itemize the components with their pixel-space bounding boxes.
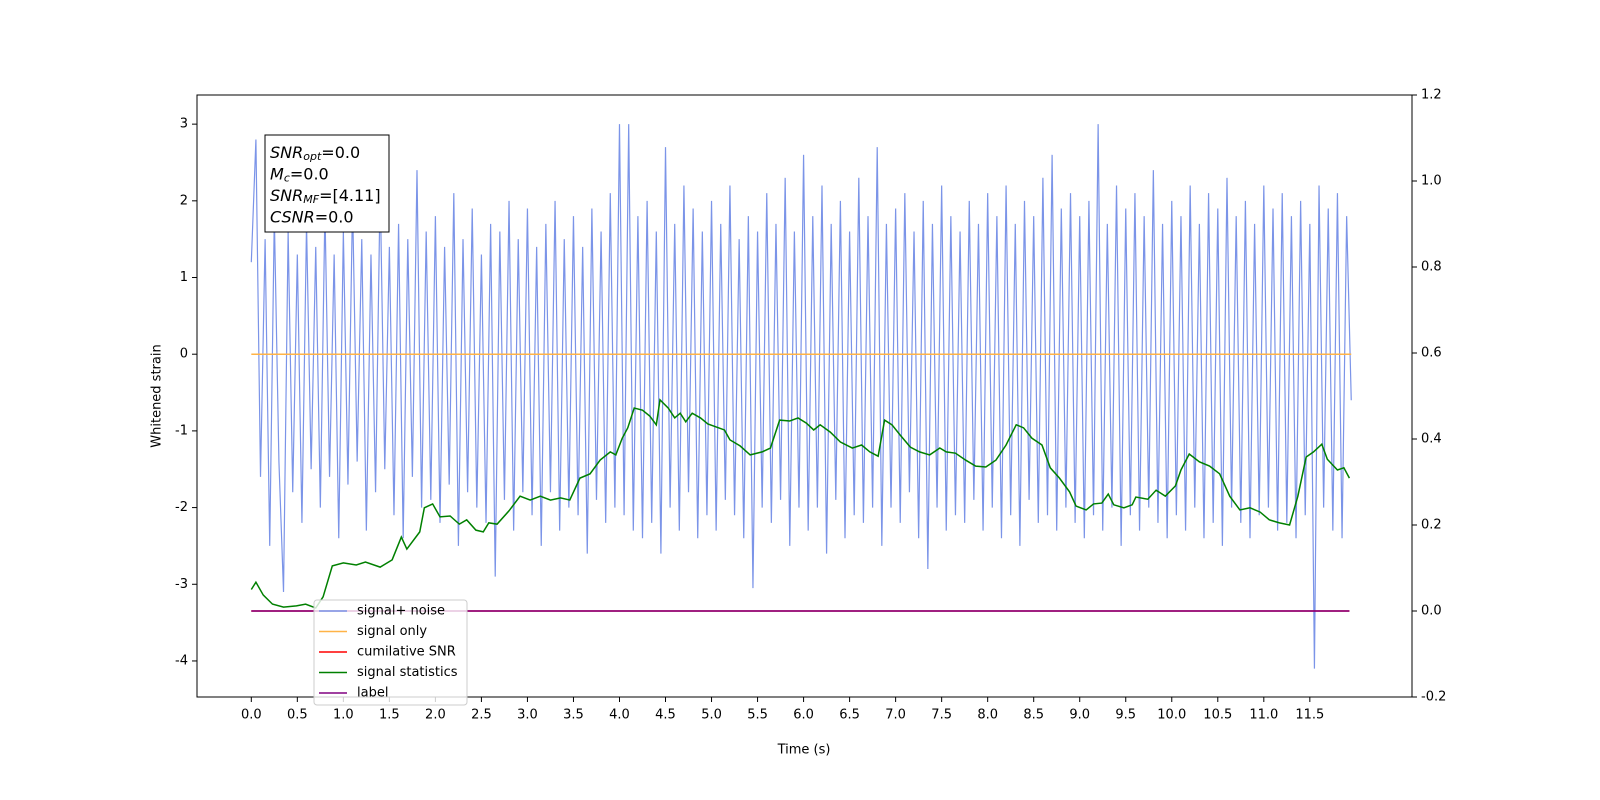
y2-tick-label: 0.6 (1421, 346, 1442, 361)
series-line (250, 398, 1351, 609)
y2-tick-label: -0.2 (1421, 690, 1446, 705)
annotation-value: =[4.11] (319, 186, 381, 205)
y-tick-label: -3 (175, 577, 188, 592)
x-tick-label: 6.0 (793, 708, 814, 723)
y-tick-label: -2 (175, 500, 188, 515)
x-tick-label: 5.0 (701, 708, 722, 723)
x-tick-label: 6.5 (839, 708, 860, 723)
x-tick-label: 0.0 (241, 708, 262, 723)
x-tick-label: 4.5 (655, 708, 676, 723)
legend-frame (313, 599, 468, 706)
legend-label: signal statistics (357, 665, 458, 680)
y-tick-label: 1 (180, 270, 188, 285)
x-tick-label: 3.0 (517, 708, 538, 723)
x-tick-label: 11.0 (1249, 708, 1278, 723)
annotation-value: =0.0 (321, 143, 360, 162)
annotation-line: SNRMF=[4.11] (270, 186, 381, 207)
x-tick-label: 4.0 (609, 708, 630, 723)
x-tick-label: 7.0 (885, 708, 906, 723)
x-tick-label: 11.5 (1295, 708, 1324, 723)
x-tick-label: 1.5 (379, 708, 400, 723)
series-line (250, 124, 1352, 669)
x-tick-label: 8.0 (977, 708, 998, 723)
annotation-value: =0.0 (315, 207, 354, 226)
annotation-frame (264, 134, 390, 233)
y2-tick-label: 0.2 (1421, 518, 1442, 533)
x-tick-label: 10.0 (1157, 708, 1186, 723)
annotation-subscript: c (284, 172, 290, 185)
y2-tick-label: 1.0 (1421, 174, 1442, 189)
y2-tick-label: 0.8 (1421, 260, 1442, 275)
annotation-value: =0.0 (290, 164, 329, 183)
legend-label: signal+ noise (357, 604, 445, 619)
axes-frame (196, 94, 1413, 698)
x-tick-label: 8.5 (1023, 708, 1044, 723)
annotation-symbol: CSNR (270, 207, 315, 226)
y-axis-label: Whitened strain (150, 344, 165, 447)
x-tick-label: 7.5 (931, 708, 952, 723)
y2-tick-label: 0.4 (1421, 432, 1442, 447)
annotation-symbol: M (270, 164, 284, 183)
x-tick-label: 3.5 (563, 708, 584, 723)
y-tick-label: -4 (175, 653, 188, 668)
x-tick-label: 10.5 (1203, 708, 1232, 723)
x-tick-label: 9.5 (1115, 708, 1136, 723)
y-tick-label: 2 (180, 193, 188, 208)
annotation-line: CSNR=0.0 (270, 207, 354, 226)
annotation-symbol: SNR (270, 186, 303, 205)
annotation-line: SNRopt=0.0 (270, 143, 360, 164)
annotation-symbol: SNR (270, 143, 303, 162)
y2-tick-label: 0.0 (1421, 604, 1442, 619)
x-tick-label: 0.5 (287, 708, 308, 723)
y-tick-label: -1 (175, 423, 188, 438)
y2-tick-label: 1.2 (1421, 88, 1442, 103)
x-axis-label: Time (s) (777, 743, 831, 758)
x-tick-label: 2.0 (425, 708, 446, 723)
annotation-line: Mc=0.0 (270, 164, 329, 185)
legend: signal+ noise signal only cumilative SNR si… (313, 599, 468, 706)
y-tick-label: 0 (180, 347, 188, 362)
annotation-subscript: opt (303, 150, 322, 163)
legend-label: label (357, 686, 388, 701)
x-tick-label: 2.5 (471, 708, 492, 723)
x-tick-label: 9.0 (1069, 708, 1090, 723)
legend-label: signal only (357, 624, 427, 639)
legend-label: cumilative SNR (357, 645, 456, 660)
x-tick-label: 1.0 (333, 708, 354, 723)
y-tick-label: 3 (180, 117, 188, 132)
x-tick-label: 5.5 (747, 708, 768, 723)
annotation-subscript: MF (303, 193, 319, 206)
